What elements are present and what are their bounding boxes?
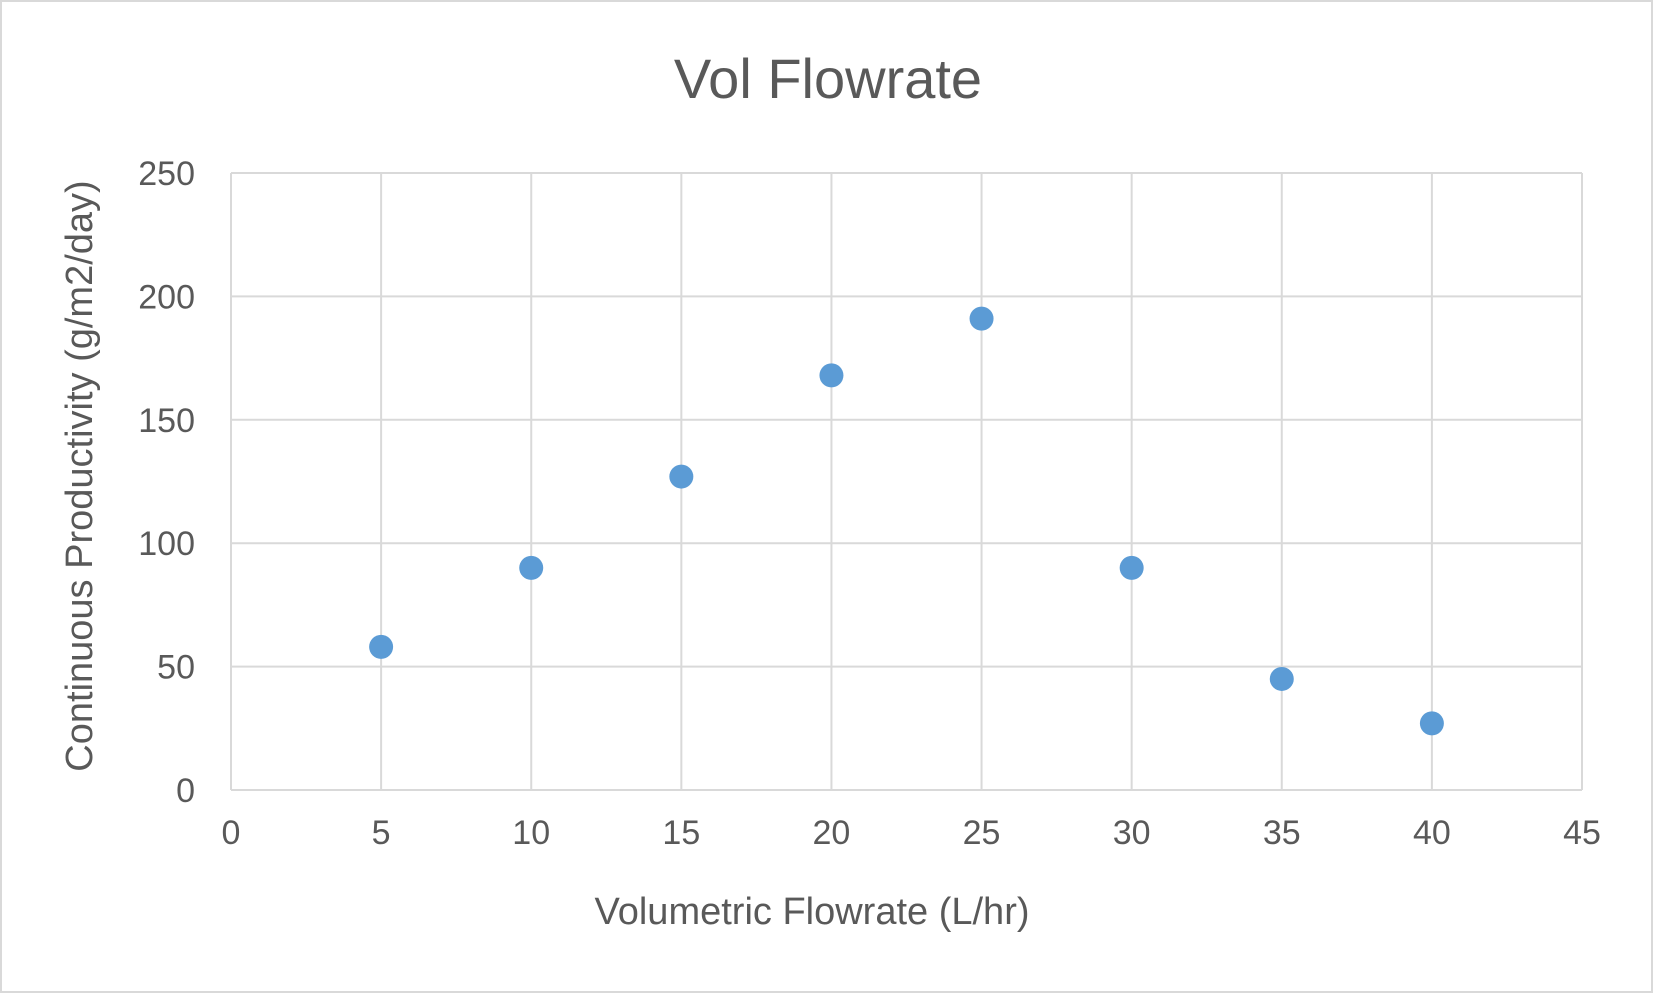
axes bbox=[230, 173, 1582, 791]
data-point bbox=[1119, 555, 1144, 580]
y-tick-label: 200 bbox=[138, 278, 195, 316]
data-point bbox=[1419, 711, 1444, 736]
tick-labels: 0 50 100 150 200 250 0 5 10 15 20 25 30 35 40 45 bbox=[138, 155, 1601, 852]
y-tick-label: 250 bbox=[138, 155, 195, 193]
data-points bbox=[369, 306, 1444, 736]
data-point bbox=[369, 634, 394, 659]
y-axis-title: Continuous Productivity (g/m2/day) bbox=[59, 180, 101, 771]
gridlines bbox=[231, 172, 1583, 790]
x-tick-label: 35 bbox=[1263, 814, 1301, 852]
x-tick-label: 0 bbox=[222, 814, 241, 852]
x-tick-label: 25 bbox=[963, 814, 1001, 852]
x-tick-label: 10 bbox=[512, 814, 550, 852]
data-point bbox=[519, 555, 544, 580]
data-point bbox=[1269, 666, 1294, 691]
x-tick-label: 30 bbox=[1113, 814, 1151, 852]
x-tick-label: 40 bbox=[1413, 814, 1451, 852]
y-tick-label: 0 bbox=[176, 772, 195, 810]
data-point bbox=[669, 464, 694, 489]
y-tick-label: 50 bbox=[157, 649, 195, 687]
x-tick-label: 5 bbox=[372, 814, 391, 852]
x-tick-label: 15 bbox=[662, 814, 700, 852]
y-tick-label: 150 bbox=[138, 402, 195, 440]
data-point bbox=[819, 363, 844, 388]
chart-title: Vol Flowrate bbox=[674, 47, 982, 110]
x-tick-label: 20 bbox=[813, 814, 851, 852]
x-axis-title: Volumetric Flowrate (L/hr) bbox=[594, 891, 1029, 933]
x-tick-label: 45 bbox=[1563, 814, 1601, 852]
y-tick-label: 100 bbox=[138, 525, 195, 563]
data-point bbox=[969, 306, 994, 331]
